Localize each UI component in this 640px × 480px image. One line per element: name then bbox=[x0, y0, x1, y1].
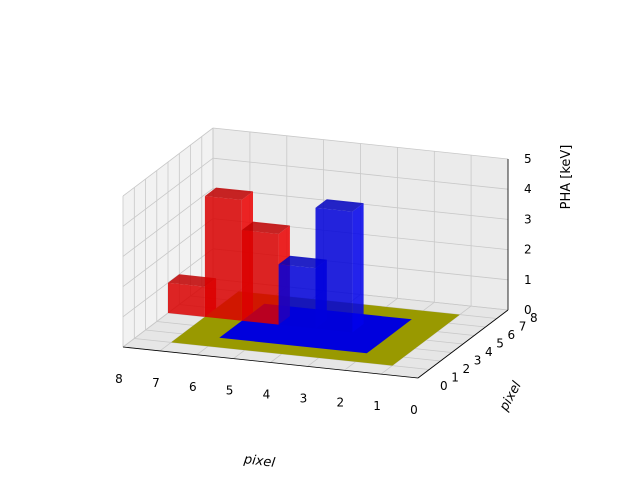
x-tick-label: 7 bbox=[152, 376, 160, 390]
y-axis-label: pixel bbox=[497, 379, 526, 415]
z-tick-label: 3 bbox=[524, 212, 532, 226]
bar-front-face bbox=[204, 196, 242, 321]
x-tick-label: 6 bbox=[189, 380, 197, 394]
y-tick-label: 2 bbox=[463, 362, 471, 376]
bar-top-face bbox=[278, 255, 327, 269]
z-tick-label: 2 bbox=[524, 243, 532, 257]
bar-front-face bbox=[168, 282, 205, 317]
z-axis-label: PHA [keV] bbox=[559, 145, 574, 210]
y-tick-label: 0 bbox=[440, 379, 448, 393]
grid-left-z bbox=[122, 127, 214, 197]
x-tick-label: 1 bbox=[373, 399, 381, 413]
x-tick-label: 8 bbox=[115, 372, 123, 386]
x-axis-label: pixel bbox=[242, 452, 276, 471]
bar-front-face bbox=[315, 207, 353, 333]
axis-lines bbox=[122, 159, 509, 379]
y-tick-label: 4 bbox=[485, 345, 493, 359]
z-tick-label: 1 bbox=[524, 273, 532, 287]
z-tick-label: 4 bbox=[524, 182, 532, 196]
bar-top-face bbox=[241, 221, 290, 234]
x-tick-label: 0 bbox=[410, 403, 418, 417]
bar-side-face bbox=[352, 203, 364, 333]
x-tick-label: 4 bbox=[263, 388, 271, 402]
y-axis-line bbox=[417, 309, 509, 379]
x-tick-label: 3 bbox=[300, 391, 308, 405]
y-tick-label: 1 bbox=[451, 371, 459, 385]
bar-top-face bbox=[315, 199, 364, 212]
y-tick-label: 8 bbox=[530, 311, 538, 325]
bar-top-face bbox=[168, 274, 217, 287]
grid-back-z bbox=[212, 127, 509, 160]
bar-top-face bbox=[204, 187, 253, 200]
y-tick-label: 3 bbox=[474, 354, 482, 368]
x-axis-line bbox=[122, 346, 419, 379]
grid-left-z bbox=[122, 188, 214, 257]
bars bbox=[168, 187, 364, 333]
bar-1-4 bbox=[315, 199, 364, 333]
bar-front-face bbox=[241, 230, 279, 325]
z-tick-label: 0 bbox=[524, 303, 532, 317]
bar-front-face bbox=[278, 264, 316, 329]
x-tick-label: 2 bbox=[336, 395, 344, 409]
grid-left-z bbox=[122, 218, 214, 287]
y-tick-label: 6 bbox=[508, 328, 516, 342]
y-tick-label: 5 bbox=[496, 337, 504, 351]
z-tick-label: 5 bbox=[524, 152, 532, 166]
x-tick-label: 5 bbox=[226, 384, 234, 398]
y-tick-label: 7 bbox=[519, 320, 527, 334]
grid-left-z bbox=[122, 157, 214, 227]
grid-back-z bbox=[212, 157, 509, 190]
